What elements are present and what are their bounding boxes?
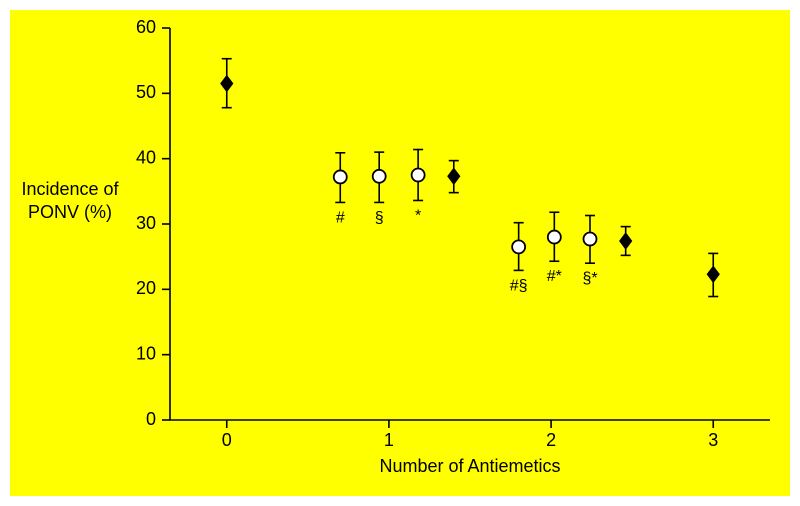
ponv-chart: 0 10 20 30 40 50 60 0 1 2 3 Number of Antiemetics In… [0, 0, 800, 506]
data-point-open [334, 170, 347, 183]
point-annotation: * [415, 207, 421, 224]
point-annotation: § [375, 209, 384, 226]
y-tick-label: 40 [136, 147, 156, 167]
x-axis-title: Number of Antiemetics [379, 456, 560, 476]
point-annotation: §* [582, 270, 597, 287]
x-tick-label: 0 [222, 430, 232, 450]
data-point-open [584, 233, 597, 246]
point-annotation: # [336, 209, 345, 226]
y-tick-label: 20 [136, 278, 156, 298]
y-tick-label: 0 [146, 409, 156, 429]
y-axis-title-line2: PONV (%) [28, 202, 112, 222]
data-point-open [373, 170, 386, 183]
data-point-open [512, 240, 525, 253]
y-axis-title-line1: Incidence of [21, 179, 119, 199]
y-tick-label: 50 [136, 82, 156, 102]
data-point-open [412, 169, 425, 182]
chart-background [10, 10, 790, 496]
y-tick-label: 60 [136, 17, 156, 37]
x-tick-label: 3 [708, 430, 718, 450]
x-tick-label: 2 [546, 430, 556, 450]
y-tick-label: 10 [136, 343, 156, 363]
x-tick-label: 1 [384, 430, 394, 450]
point-annotation: #§ [510, 277, 528, 294]
data-point-open [548, 231, 561, 244]
y-tick-label: 30 [136, 213, 156, 233]
point-annotation: #* [547, 268, 562, 285]
